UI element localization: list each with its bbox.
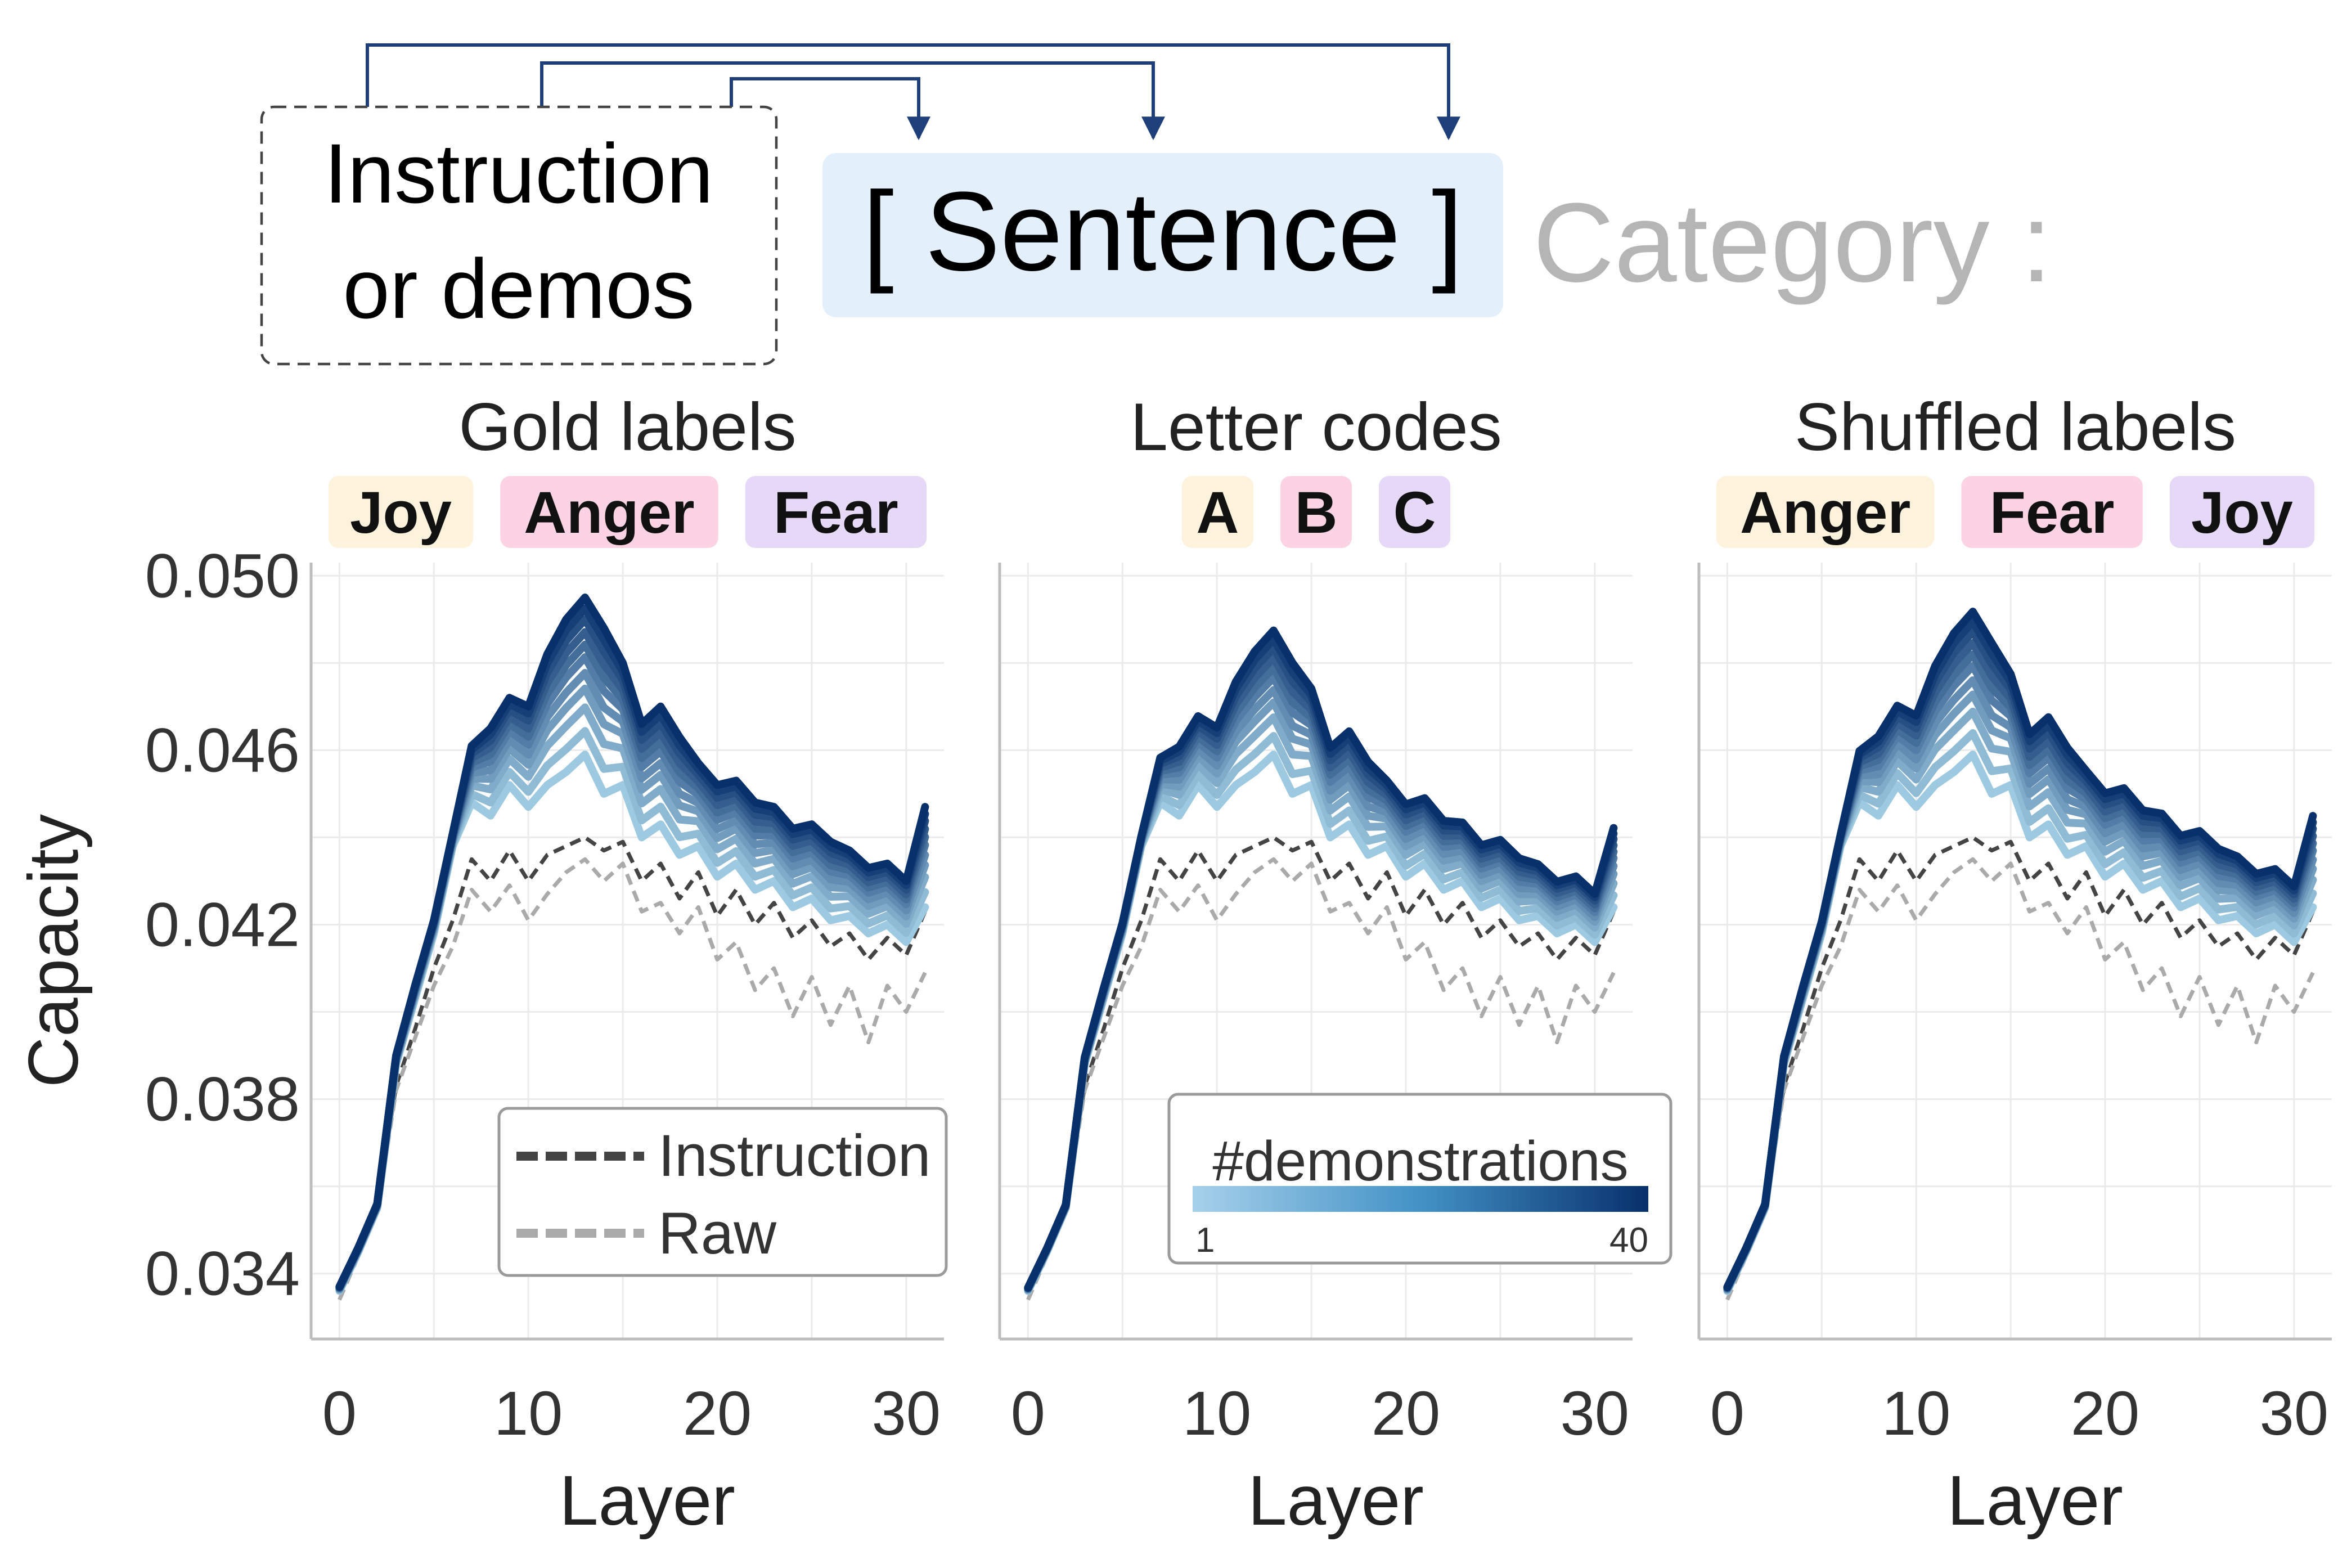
series-demos-11 [335, 594, 929, 1291]
y-tick-label: 0.038 [145, 1065, 300, 1134]
label-chip-text: C [1393, 480, 1436, 546]
label-chip-anger: Anger [1716, 476, 1935, 548]
label-chip-text: Joy [350, 480, 452, 546]
panel-3: Shuffled labels Anger Fear Joy 0 10 20 30 Layer [1697, 389, 2332, 1540]
x-axis-label: Layer [559, 1462, 735, 1540]
x-tick-label: 0 [1011, 1379, 1045, 1448]
series-demos-11 [1024, 626, 1618, 1292]
label-chip-text: Fear [774, 480, 898, 546]
x-tick-label: 30 [872, 1379, 941, 1448]
x-tick-label: 10 [494, 1379, 563, 1448]
label-chip-bg [1716, 476, 1935, 548]
arrow-inner [730, 77, 930, 141]
legend-demonstrations-title: #demonstrations [1212, 1130, 1628, 1193]
series-demos-9 [1723, 627, 2317, 1292]
label-chip-fear: Fear [1961, 476, 2143, 548]
x-tick-label: 30 [1561, 1379, 1629, 1448]
panel-title: Gold labels [458, 389, 796, 465]
legend-demonstrations: #demonstrations 1 40 [1167, 1093, 1672, 1265]
series-instruction [338, 835, 927, 1292]
x-tick-label: 20 [683, 1379, 752, 1448]
label-chip-text: Fear [1990, 480, 2115, 546]
panel-title: Shuffled labels [1795, 389, 2236, 465]
label-chip-fear: Fear [745, 476, 927, 548]
label-chip-b: B [1280, 476, 1352, 548]
series-demos-1 [1723, 751, 2317, 1295]
label-chip-joy: Joy [328, 476, 474, 548]
legend-instruction-label: Instruction [658, 1123, 930, 1189]
arrow-middle [540, 61, 1165, 141]
x-tick-label: 10 [1882, 1379, 1950, 1448]
label-chip-bg [1379, 476, 1451, 548]
series-instruction [1026, 835, 1616, 1292]
legend-demonstrations-colorbar [1193, 1186, 1648, 1212]
x-tick-label: 20 [2071, 1379, 2139, 1448]
label-chip-text: Joy [2191, 480, 2293, 546]
x-tick-label: 30 [2260, 1379, 2328, 1448]
label-chip-text: Anger [524, 480, 694, 546]
sentence-box [822, 153, 1503, 317]
label-chip-text: Anger [1740, 480, 1910, 546]
instruction-box [260, 105, 778, 366]
label-chip-text: A [1196, 480, 1239, 546]
label-chip-bg [1181, 476, 1253, 548]
instruction-box-line1: Instruction [324, 126, 713, 221]
y-tick-label: 0.046 [145, 716, 300, 785]
label-chip-bg [328, 476, 474, 548]
instruction-box-line2: or demos [343, 241, 694, 336]
x-tick-label: 0 [1710, 1379, 1744, 1448]
panel-title: Letter codes [1130, 389, 1501, 465]
label-chip-bg [2169, 476, 2315, 548]
y-tick-label: 0.034 [145, 1239, 300, 1309]
label-chip-text: B [1295, 480, 1338, 546]
x-axis-label: Layer [1248, 1462, 1424, 1540]
label-chip-bg [745, 476, 927, 548]
legend-demonstrations-frame [1167, 1093, 1672, 1265]
arrow-outer [366, 43, 1460, 141]
x-tick-label: 10 [1183, 1379, 1251, 1448]
sentence-label: [ Sentence ] [862, 169, 1463, 294]
label-chip-anger: Anger [500, 476, 718, 548]
series-instruction [1725, 835, 2315, 1292]
series-demos-11 [1723, 608, 2317, 1291]
x-tick-label: 20 [1372, 1379, 1440, 1448]
y-tick-label: 0.050 [145, 541, 300, 610]
label-chip-c: C [1379, 476, 1451, 548]
panel-2: Letter codes A B C 0 10 20 30 Layer [998, 389, 1633, 1540]
category-label: Category : [1533, 180, 2052, 305]
legend-demonstrations-min: 1 [1195, 1221, 1215, 1260]
legend-demonstrations-max: 40 [1609, 1221, 1648, 1260]
label-chip-bg [1961, 476, 2143, 548]
x-axis-label: Layer [1947, 1462, 2123, 1540]
prompt-diagram: Instruction or demos [ Sentence ] Catego… [260, 43, 2052, 366]
label-chip-bg [1280, 476, 1352, 548]
x-tick-label: 0 [322, 1379, 357, 1448]
label-chip-a: A [1181, 476, 1253, 548]
legend-line-style: Instruction Raw [497, 1107, 948, 1277]
label-chip-bg [500, 476, 718, 548]
legend-raw-label: Raw [658, 1201, 777, 1266]
y-tick-label: 0.042 [145, 890, 300, 959]
y-axis-label: Capacity [15, 814, 93, 1088]
label-chip-joy: Joy [2169, 476, 2315, 548]
